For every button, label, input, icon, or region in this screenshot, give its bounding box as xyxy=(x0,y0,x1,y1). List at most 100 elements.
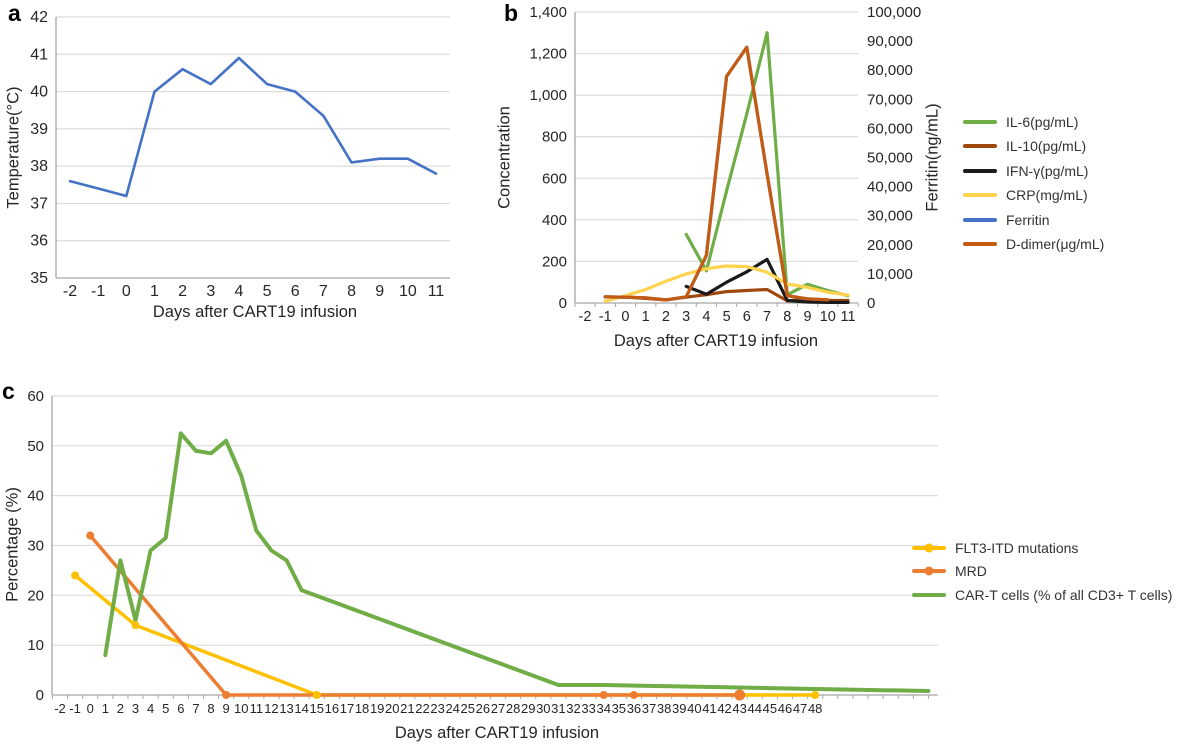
mrd-marker xyxy=(222,691,231,699)
y-tick-label: 50 xyxy=(27,438,44,455)
panel-a-x-axis-title: Days after CART19 infusion xyxy=(152,303,358,321)
x-tick-label: 32 xyxy=(566,701,580,716)
panel-c-y-axis-title: Percentage (%) xyxy=(3,487,22,602)
x-tick-label: 8 xyxy=(207,701,214,716)
x-tick-label: 39 xyxy=(672,701,686,716)
x-tick-label: 26 xyxy=(476,701,490,716)
legend-label-ddimer: D-dimer(μg/mL) xyxy=(1006,236,1105,252)
panel-c-legend: FLT3-ITD mutations MRD CAR-T cells (% of… xyxy=(912,540,1172,611)
y-tick-label-right: 0 xyxy=(867,295,875,312)
panel-b-legend: IL-6(pg/mL) IL-10(pg/mL) IFN-γ(pg/mL) CR… xyxy=(963,114,1104,261)
x-tick-label: 47 xyxy=(793,701,807,716)
x-tick-label: 8 xyxy=(783,309,791,325)
x-tick-label: 46 xyxy=(778,701,792,716)
x-tick-label: 10 xyxy=(399,283,417,300)
x-tick-label: 43 xyxy=(732,701,746,716)
x-tick-label: 1 xyxy=(102,701,109,716)
x-tick-label: 3 xyxy=(682,309,690,325)
legend-label-cart: CAR-T cells (% of all CD3+ T cells) xyxy=(955,586,1173,603)
x-tick-label: 13 xyxy=(279,701,293,716)
cart-line-swatch xyxy=(912,592,946,597)
y-tick-label: 1,000 xyxy=(529,87,567,104)
legend-label-il10: IL-10(pg/mL) xyxy=(1006,138,1087,154)
x-tick-label: 22 xyxy=(415,701,429,716)
x-tick-label: 4 xyxy=(234,283,243,300)
x-tick-label: 10 xyxy=(234,701,248,716)
il10-line-swatch xyxy=(963,144,997,148)
y-tick-label: 60 xyxy=(27,388,44,405)
panel-c-x-axis-title: Days after CART19 infusion xyxy=(394,724,600,742)
x-tick-label: 11 xyxy=(840,309,855,325)
panel-b-right-axis-title: Ferritin(ng/mL) xyxy=(923,103,942,212)
chart-a-temperature: -2 -1 0 1 2 3 4 5 6 7 8 9 10 11 35 36 37 38 39 40 41 42 xyxy=(30,9,450,300)
x-tick-label: 7 xyxy=(192,701,199,716)
legend-label-ifng: IFN-γ(pg/mL) xyxy=(1006,162,1089,179)
crp-mg-ml-line xyxy=(603,264,850,303)
x-tick-label: 8 xyxy=(347,283,356,300)
y-tick-label: 400 xyxy=(542,212,567,229)
x-tick-label: 33 xyxy=(581,701,595,716)
y-tick-label: 41 xyxy=(30,46,48,63)
x-tick-label: 1 xyxy=(150,283,159,300)
x-tick-label: 15 xyxy=(310,701,324,716)
y-tick-label: 200 xyxy=(542,253,567,270)
x-tick-label: 16 xyxy=(325,701,339,716)
x-tick-label: 45 xyxy=(763,701,777,716)
panel-b-label: b xyxy=(504,0,519,26)
d-dimer-g-ml-line xyxy=(603,45,830,302)
x-tick-label: 18 xyxy=(355,701,369,716)
x-tick-label: 42 xyxy=(717,701,731,716)
y-tick-label: 20 xyxy=(27,587,44,604)
y-tick-label-right: 40,000 xyxy=(867,179,913,196)
x-tick-label: 0 xyxy=(87,701,94,716)
x-tick-label: 29 xyxy=(521,701,535,716)
y-tick-label: 0 xyxy=(36,687,44,704)
x-tick-label: 5 xyxy=(162,701,169,716)
x-tick-label: 9 xyxy=(803,309,811,325)
panel-a-label: a xyxy=(8,0,21,26)
x-tick-label: 31 xyxy=(551,701,565,716)
x-tick-label: 2 xyxy=(117,701,124,716)
x-tick-label: 9 xyxy=(223,701,230,716)
mrd-marker xyxy=(734,689,746,701)
mrd-marker xyxy=(629,691,638,699)
legend-label-flt3: FLT3-ITD mutations xyxy=(955,539,1079,556)
x-tick-label: -1 xyxy=(599,309,612,325)
x-tick-label: 12 xyxy=(264,701,278,716)
chart-c-percentage: -2 -1 0 1 2 3 4 5 6 7 8 9 10 11 12 13 14 15 16 17 18 19 20 21 22… xyxy=(27,388,938,716)
il6-line-swatch xyxy=(963,119,997,124)
panel-b-left-axis-title: Concentration xyxy=(495,106,514,209)
panel-c-label: c xyxy=(2,378,15,404)
legend-item-ddimer: D-dimer(μg/mL) xyxy=(963,236,1105,252)
car-t-cells-of-all-cd3-t-cells-line xyxy=(103,431,931,693)
x-tick-label: 3 xyxy=(206,283,215,300)
flt3-itd-mutations-line xyxy=(73,573,817,697)
legend-label-mrd: MRD xyxy=(955,563,987,579)
panel-b-x-axis-title: Days after CART19 infusion xyxy=(613,332,819,350)
crp-line-swatch xyxy=(963,193,997,197)
legend-item-ferritin: Ferritin xyxy=(963,212,1104,228)
x-tick-label: 9 xyxy=(375,283,384,300)
x-tick-label: 44 xyxy=(748,701,762,716)
ifn-pg-ml-line xyxy=(684,257,850,304)
x-tick-label: 35 xyxy=(612,701,626,716)
x-tick-label: 30 xyxy=(536,701,550,716)
x-tick-label: 6 xyxy=(177,701,184,716)
x-tick-label: 4 xyxy=(702,309,710,325)
y-tick-label-right: 100,000 xyxy=(867,4,921,21)
legend-label-crp: CRP(mg/mL) xyxy=(1006,187,1088,203)
legend-item-flt3: FLT3-ITD mutations xyxy=(912,539,1172,556)
x-tick-label: 20 xyxy=(385,701,399,716)
y-tick-label: 35 xyxy=(30,270,48,287)
x-tick-label: 6 xyxy=(291,283,300,300)
flt3-itd-mutations-marker xyxy=(131,621,140,630)
x-tick-label: 14 xyxy=(294,701,308,716)
mrd-marker-dot xyxy=(924,566,934,576)
y-tick-label: 36 xyxy=(30,233,48,250)
x-tick-label: 23 xyxy=(430,701,444,716)
ddimer-line-swatch xyxy=(963,242,997,246)
y-tick-label: 40 xyxy=(30,84,48,101)
flt3-marker-dot xyxy=(924,543,934,552)
y-tick-label-right: 30,000 xyxy=(867,208,913,225)
x-tick-label: 28 xyxy=(506,701,520,716)
